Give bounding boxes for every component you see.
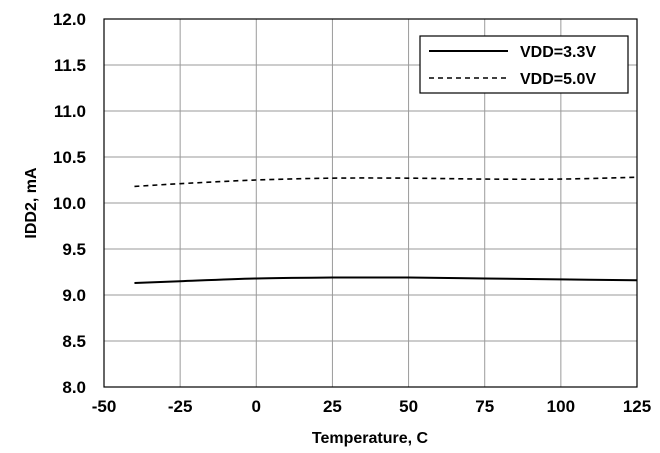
y-tick-label: 8.5	[62, 332, 86, 351]
y-tick-label: 11.0	[54, 102, 86, 121]
x-tick-label: 50	[399, 397, 418, 416]
y-tick-label: 12.0	[53, 10, 86, 29]
series-lines	[134, 176, 638, 285]
x-tick-label: -25	[168, 397, 193, 416]
y-tick-labels: 8.0 8.5 9.0 9.5 10.0 10.5 11.0 11.5 12.0	[53, 10, 86, 397]
x-tick-label: 100	[547, 397, 575, 416]
legend-label-vdd-5-0v: VDD=5.0V	[520, 71, 596, 88]
plot-area	[103, 18, 638, 388]
y-tick-label: 8.0	[62, 378, 86, 397]
legend: VDD=3.3V VDD=5.0V	[419, 35, 629, 94]
y-tick-label: 9.0	[62, 286, 86, 305]
y-tick-label: 11.5	[54, 56, 86, 75]
series-line-vdd-3-3v	[134, 276, 638, 285]
legend-box	[419, 35, 629, 94]
y-axis-title: IDD2, mA	[23, 167, 40, 239]
x-tick-label: 125	[623, 397, 651, 416]
x-tick-label: 25	[323, 397, 342, 416]
legend-label-vdd-3-3v: VDD=3.3V	[520, 44, 596, 61]
y-tick-label: 10.0	[53, 194, 86, 213]
x-tick-label: 75	[475, 397, 494, 416]
y-tick-label: 10.5	[53, 148, 86, 167]
x-tick-label: -50	[92, 397, 117, 416]
x-tick-labels: -50 -25 0 25 50 75 100 125	[92, 397, 651, 416]
y-tick-label: 9.5	[62, 240, 86, 259]
series-line-vdd-5-0v	[134, 176, 638, 188]
x-tick-label: 0	[252, 397, 261, 416]
x-axis-title: Temperature, C	[312, 430, 429, 447]
